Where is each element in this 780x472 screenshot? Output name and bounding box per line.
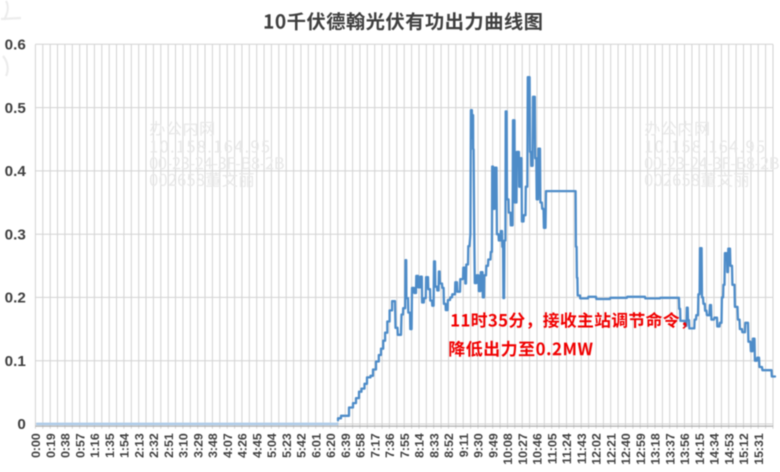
svg-text:0:00: 0:00 [29,433,43,458]
svg-text:12:21: 12:21 [604,433,618,465]
svg-text:8:14: 8:14 [413,433,427,458]
svg-text:5:42: 5:42 [295,433,309,458]
svg-text:13:18: 13:18 [649,433,663,465]
svg-text:11:24: 11:24 [560,433,574,464]
svg-text:0.6: 0.6 [5,37,26,54]
svg-text:13:56: 13:56 [678,433,692,465]
svg-text:0.4: 0.4 [5,163,27,180]
svg-text:5:04: 5:04 [265,433,279,458]
svg-text:7:17: 7:17 [368,433,382,458]
svg-text:9:30: 9:30 [472,433,486,458]
svg-text:11:05: 11:05 [545,433,559,464]
svg-text:6:20: 6:20 [324,433,338,458]
svg-text:6:58: 6:58 [354,433,368,458]
svg-text:1:16: 1:16 [88,433,102,458]
svg-text:4:45: 4:45 [250,433,264,458]
svg-text:4:07: 4:07 [221,433,235,458]
svg-text:6:01: 6:01 [309,433,323,458]
svg-text:2:32: 2:32 [147,433,161,458]
svg-text:2:51: 2:51 [162,433,176,458]
svg-text:5:23: 5:23 [280,433,294,458]
svg-text:8:52: 8:52 [442,433,456,458]
svg-text:3:48: 3:48 [206,433,220,458]
svg-text:0.3: 0.3 [5,226,26,243]
svg-text:14:34: 14:34 [708,433,722,465]
svg-text:7:55: 7:55 [398,433,412,458]
svg-text:15:12: 15:12 [737,433,751,465]
svg-text:0.2: 0.2 [5,290,26,307]
svg-text:1:54: 1:54 [118,433,132,458]
svg-text:14:15: 14:15 [693,433,707,465]
svg-text:9:49: 9:49 [486,433,500,458]
svg-text:3:10: 3:10 [177,433,191,458]
svg-text:13:37: 13:37 [663,433,677,465]
svg-text:0:38: 0:38 [59,433,73,458]
svg-text:0.1: 0.1 [5,353,27,370]
svg-text:7:36: 7:36 [383,433,397,458]
svg-text:0:19: 0:19 [44,433,58,458]
svg-text:2:13: 2:13 [132,433,146,458]
svg-text:0.5: 0.5 [5,100,27,117]
svg-text:3:29: 3:29 [191,433,205,458]
svg-text:10:08: 10:08 [501,433,515,465]
svg-text:0: 0 [17,416,25,433]
svg-text:6:39: 6:39 [339,433,353,458]
svg-text:10:46: 10:46 [531,433,545,465]
svg-text:11:43: 11:43 [575,433,589,464]
svg-text:14:53: 14:53 [722,433,736,465]
svg-text:12:40: 12:40 [619,433,633,465]
svg-text:12:02: 12:02 [590,433,604,465]
svg-text:4:26: 4:26 [236,433,250,458]
svg-text:9:11: 9:11 [457,433,471,457]
svg-text:8:33: 8:33 [427,433,441,458]
svg-text:12:59: 12:59 [634,433,648,465]
svg-text:15:31: 15:31 [752,433,766,465]
svg-text:0:57: 0:57 [73,433,87,458]
svg-text:1:35: 1:35 [103,433,117,458]
svg-text:10:27: 10:27 [516,433,530,465]
